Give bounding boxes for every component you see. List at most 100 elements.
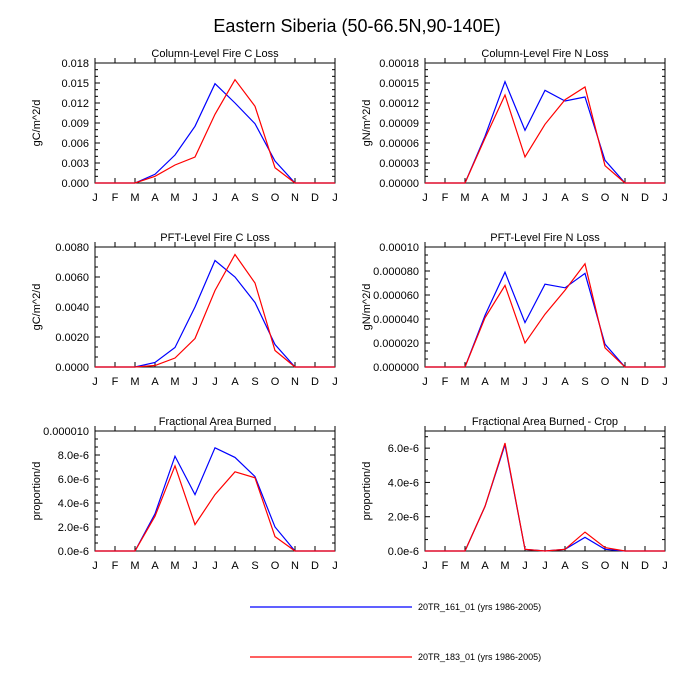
y-tick-label: 0.003: [61, 158, 89, 170]
x-tick-label: M: [500, 560, 509, 572]
chart-title: Fractional Area Burned - Crop: [472, 416, 618, 428]
x-tick-label: J: [422, 560, 428, 572]
x-tick-label: N: [291, 376, 299, 388]
x-tick-label: M: [130, 376, 139, 388]
plot-frame: [424, 430, 666, 552]
y-tick-label: 0.000010: [43, 426, 89, 438]
y-tick-label: 6.0e-6: [388, 443, 419, 455]
x-tick-label: D: [641, 376, 649, 388]
x-tick-label: M: [500, 376, 509, 388]
x-tick-label: F: [442, 192, 449, 204]
y-tick-label: 0.0040: [55, 302, 89, 314]
series-line-1: [425, 80, 665, 184]
series-line-1: [425, 270, 665, 368]
x-tick-label: A: [561, 560, 569, 572]
x-tick-label: M: [130, 560, 139, 572]
x-tick-label: J: [422, 376, 428, 388]
x-tick-label: F: [112, 192, 119, 204]
x-tick-label: J: [662, 376, 668, 388]
x-tick-label: N: [621, 192, 629, 204]
y-tick-label: 0.0e-6: [58, 546, 89, 558]
x-tick-label: S: [251, 192, 258, 204]
y-tick-label: 0.015: [61, 78, 89, 90]
chart-title: Column-Level Fire N Loss: [481, 48, 609, 60]
y-tick-label: 0.00018: [379, 58, 419, 70]
y-tick-label: 0.000060: [373, 290, 419, 302]
x-tick-label: J: [92, 560, 98, 572]
y-tick-label: 0.0000: [55, 362, 89, 374]
x-tick-label: J: [522, 376, 528, 388]
series-line-1: [95, 259, 335, 368]
y-axis-label: gN/m^2/d: [361, 284, 373, 331]
page-title: Eastern Siberia (50-66.5N,90-140E): [213, 16, 500, 36]
x-tick-label: D: [311, 376, 319, 388]
chart-title: Fractional Area Burned: [159, 416, 272, 428]
x-tick-label: D: [641, 192, 649, 204]
chart-panel-2: Column-Level Fire N Loss gN/m^2/d 0.00000 0…: [361, 48, 668, 204]
y-axis-label: gC/m^2/d: [31, 284, 43, 331]
x-tick-label: J: [662, 192, 668, 204]
y-tick-label: 0.00015: [379, 78, 419, 90]
x-tick-label: F: [442, 560, 449, 572]
x-tick-label: J: [662, 560, 668, 572]
x-tick-label: N: [621, 376, 629, 388]
x-tick-label: M: [460, 192, 469, 204]
series-line-1: [95, 82, 335, 184]
y-axis-label: gC/m^2/d: [31, 100, 43, 147]
y-tick-label: 0.0080: [55, 242, 89, 254]
x-tick-label: A: [561, 376, 569, 388]
legend: 20TR_161_01 (yrs 1986-2005) 20TR_183_01 (…: [250, 602, 541, 662]
x-tick-label: M: [460, 560, 469, 572]
x-tick-label: A: [151, 376, 159, 388]
x-tick-label: D: [311, 560, 319, 572]
x-tick-label: A: [231, 376, 239, 388]
x-tick-label: A: [231, 192, 239, 204]
legend-item-1: 20TR_161_01 (yrs 1986-2005): [250, 602, 541, 612]
y-axis-label: proportion/d: [31, 462, 43, 521]
x-tick-label: J: [332, 376, 338, 388]
chart-title: Column-Level Fire C Loss: [151, 48, 279, 60]
series-line-2: [95, 78, 335, 184]
chart-panel-1: Column-Level Fire C Loss gC/m^2/d 0.000 0.0…: [31, 48, 338, 204]
y-axis-label: proportion/d: [361, 462, 373, 521]
panels: Column-Level Fire C Loss gC/m^2/d 0.000 0.0…: [31, 48, 668, 572]
series-line-2: [425, 262, 665, 368]
x-tick-label: S: [251, 376, 258, 388]
y-tick-label: 4.0e-6: [58, 498, 89, 510]
x-tick-label: F: [442, 376, 449, 388]
legend-label: 20TR_183_01 (yrs 1986-2005): [418, 652, 541, 662]
y-tick-label: 6.0e-6: [58, 474, 89, 486]
x-tick-label: J: [92, 192, 98, 204]
chart-panel-3: PFT-Level Fire C Loss gC/m^2/d 0.0000 0.002…: [31, 232, 338, 388]
chart-panel-5: Fractional Area Burned proportion/d 0.0e-6…: [31, 416, 338, 572]
x-tick-label: J: [522, 560, 528, 572]
x-tick-label: M: [130, 192, 139, 204]
y-tick-label: 0.00010: [379, 242, 419, 254]
legend-label: 20TR_161_01 (yrs 1986-2005): [418, 602, 541, 612]
y-tick-label: 0.018: [61, 58, 89, 70]
y-tick-label: 0.000: [61, 178, 89, 190]
plot-frame: [424, 62, 666, 184]
y-tick-label: 4.0e-6: [388, 477, 419, 489]
x-tick-label: J: [192, 192, 198, 204]
x-tick-label: S: [581, 376, 588, 388]
series-line-1: [425, 444, 665, 552]
chart-panel-4: PFT-Level Fire N Loss gN/m^2/d 0.000000 0.0…: [361, 232, 668, 388]
chart-title: PFT-Level Fire N Loss: [490, 232, 600, 244]
x-tick-label: O: [271, 560, 280, 572]
series-line-2: [425, 442, 665, 552]
x-tick-label: D: [311, 192, 319, 204]
y-axis-label: gN/m^2/d: [361, 100, 373, 147]
x-tick-label: M: [170, 560, 179, 572]
x-tick-label: N: [291, 192, 299, 204]
x-tick-label: J: [522, 192, 528, 204]
x-tick-label: A: [481, 560, 489, 572]
x-tick-label: S: [251, 560, 258, 572]
x-tick-label: M: [170, 376, 179, 388]
y-tick-label: 0.012: [61, 98, 89, 110]
x-tick-label: A: [231, 560, 239, 572]
y-tick-label: 0.000000: [373, 362, 419, 374]
x-tick-label: J: [542, 376, 548, 388]
x-tick-label: J: [542, 192, 548, 204]
